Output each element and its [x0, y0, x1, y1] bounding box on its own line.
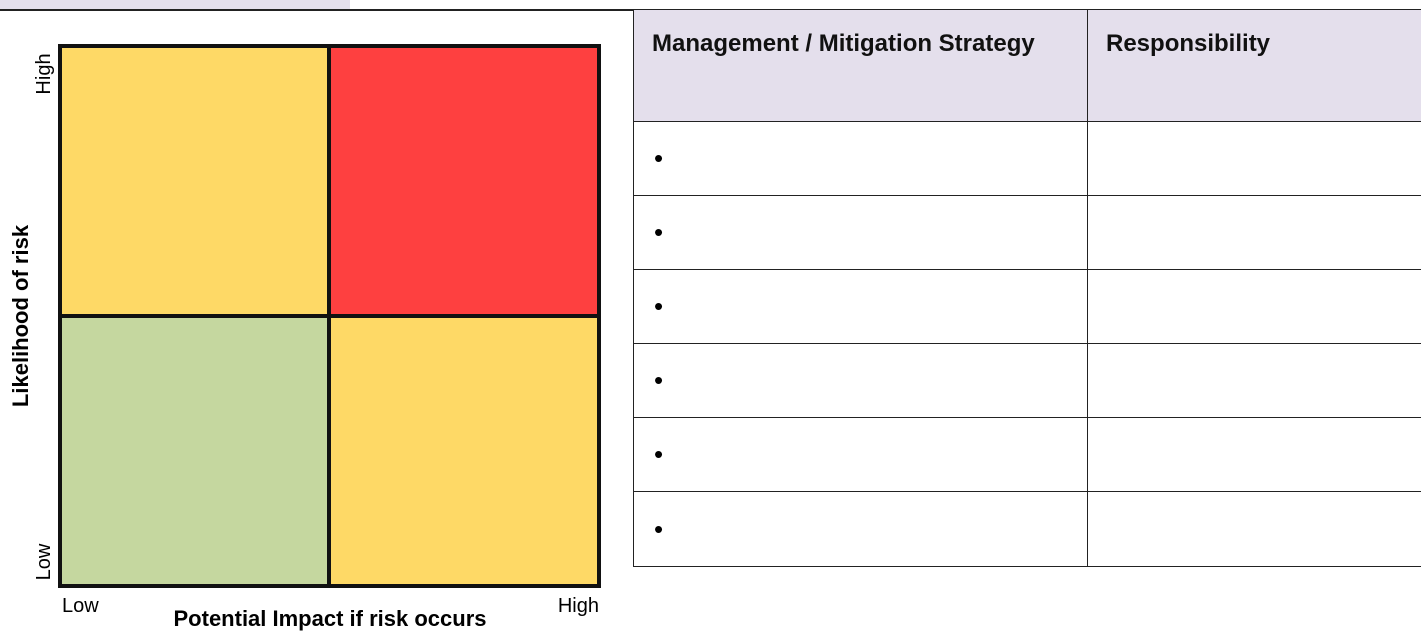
bullet-cell: • — [634, 418, 1088, 492]
bullet-cell: • — [634, 270, 1088, 344]
x-axis-label: Potential Impact if risk occurs — [174, 606, 487, 631]
x-low-label: Low — [62, 595, 99, 617]
responsibility-cell — [1088, 418, 1421, 492]
quadrant — [329, 316, 599, 586]
responsibility-cell — [1088, 122, 1421, 196]
y-axis-label: Likelihood of risk — [8, 224, 33, 407]
tab-bar — [0, 0, 350, 10]
bullet-cell: • — [634, 122, 1088, 196]
bullet-cell: • — [634, 492, 1088, 566]
bullet-cell: • — [634, 344, 1088, 418]
strategy-table: Management / Mitigation Strategy Respons… — [633, 10, 1421, 567]
risk-matrix: Likelihood of risk High Low Low High Pot… — [8, 44, 601, 631]
y-low-label: Low — [33, 543, 55, 580]
quadrant — [60, 46, 329, 316]
y-high-label: High — [33, 53, 55, 94]
responsibility-cell — [1088, 492, 1421, 566]
responsibility-cell — [1088, 270, 1421, 344]
responsibility-cell — [1088, 344, 1421, 418]
quadrant — [60, 316, 329, 586]
header-cell: Management / Mitigation Strategy — [634, 10, 1088, 122]
responsibility-cell — [1088, 196, 1421, 270]
header-cell: Responsibility — [1088, 10, 1421, 122]
quadrant — [329, 46, 599, 316]
x-high-label: High — [558, 595, 599, 617]
bullet-cell: • — [634, 196, 1088, 270]
